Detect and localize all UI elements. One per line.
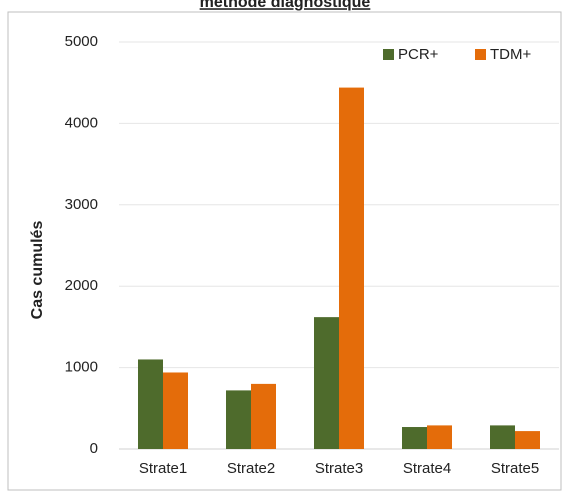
chart-border (7, 11, 562, 491)
legend-swatch (383, 49, 394, 60)
y-axis-label: Cas cumulés (29, 221, 46, 320)
legend-swatch (475, 49, 486, 60)
x-tick-label: Strate1 (139, 460, 187, 477)
x-tick-label: Strate3 (315, 460, 363, 477)
bar (339, 87, 364, 450)
legend-label: TDM+ (490, 46, 531, 63)
bar (515, 431, 540, 449)
bar (163, 372, 188, 449)
legend-label: PCR+ (398, 46, 439, 63)
bar (314, 317, 339, 449)
y-tick-label: 2000 (65, 277, 98, 294)
y-tick-label: 4000 (65, 114, 98, 131)
bar (138, 359, 163, 449)
y-tick-label: 0 (90, 440, 98, 457)
y-tick-label: 1000 (65, 359, 98, 376)
x-tick-label: Strate5 (491, 460, 539, 477)
bar (226, 390, 251, 449)
y-tick-label: 5000 (65, 33, 98, 50)
bar (490, 425, 515, 449)
y-tick-label: 3000 (65, 196, 98, 213)
x-tick-label: Strate2 (227, 460, 275, 477)
bar (402, 427, 427, 449)
x-tick-label: Strate4 (403, 460, 451, 477)
bar (251, 383, 276, 449)
bar (427, 425, 452, 449)
chart-title: méthode diagnostique (200, 0, 371, 11)
